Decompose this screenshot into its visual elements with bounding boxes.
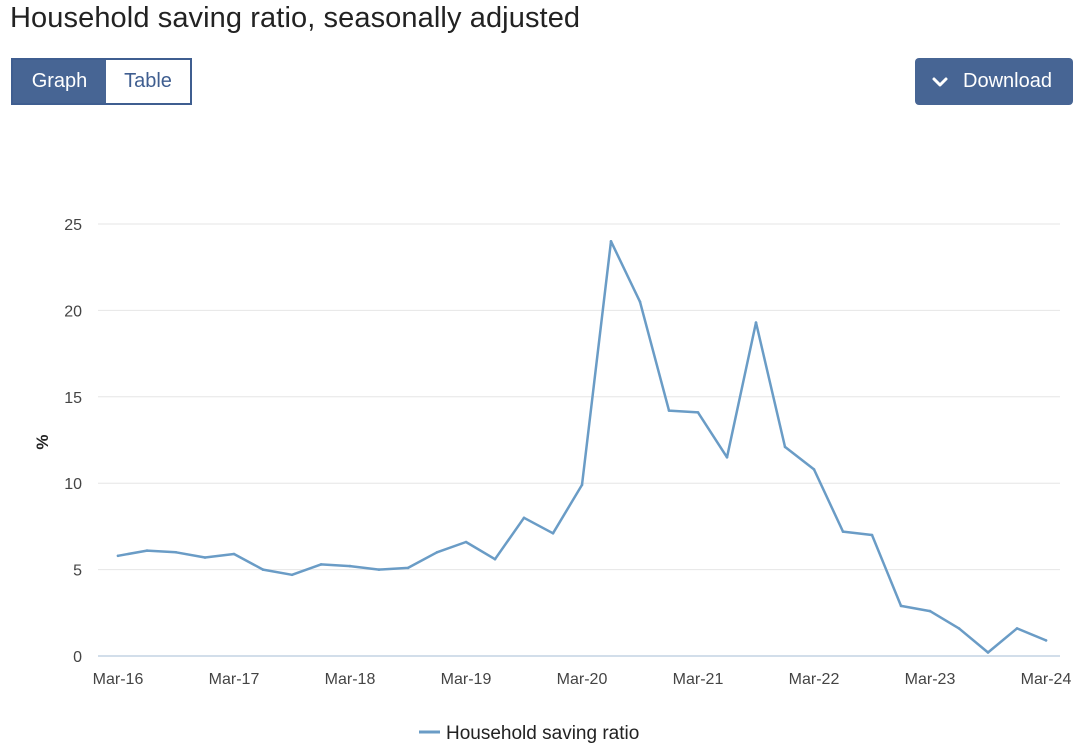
data-point [261,568,265,571]
data-point [377,568,381,571]
data-point [1044,639,1048,642]
data-point [754,321,758,324]
y-tick-label: 20 [64,303,82,320]
series-line [116,240,1048,654]
x-tick-label: Mar-22 [789,671,840,688]
y-tick-label: 5 [73,563,82,580]
view-toggle: Graph Table [11,58,192,105]
data-point [609,240,613,243]
x-tick-label: Mar-21 [673,671,724,688]
data-point [899,604,903,608]
data-point [928,609,932,613]
data-point [725,456,729,459]
legend-label: Household saving ratio [446,723,639,744]
x-tick-label: Mar-17 [209,671,260,688]
data-point [580,483,584,487]
data-point [232,552,236,556]
data-point [783,445,787,449]
data-point [551,532,555,535]
data-point [986,651,990,654]
data-point [348,564,352,568]
data-point [522,516,526,520]
data-point [841,530,845,533]
y-tick-label: 10 [64,476,82,493]
x-tick-label: Mar-18 [325,671,376,688]
chevron-down-icon [931,73,949,91]
download-label: Download [963,70,1052,92]
data-point [116,554,120,558]
data-point [435,551,439,554]
data-point [870,533,874,537]
graph-tab[interactable]: Graph [13,60,106,103]
data-point [696,411,700,414]
page-title: Household saving ratio, seasonally adjus… [10,2,581,34]
table-tab[interactable]: Table [106,60,190,103]
y-axis-label: % [33,434,52,449]
x-tick-label: Mar-24 [1021,671,1072,688]
x-tick-label: Mar-20 [557,671,608,688]
data-point [493,557,497,561]
data-point [667,409,671,412]
data-point [464,540,468,544]
y-tick-label: 25 [64,217,82,234]
data-point [290,573,294,577]
x-tick-label: Mar-19 [441,671,492,688]
x-tick-label: Mar-16 [93,671,144,688]
line-chart: 0 5 10 15 20 25 Mar-16 Mar-17 Mar-18 Mar-19 Mar-20… [33,217,1072,744]
data-point [1015,627,1019,630]
y-tick-label: 0 [73,649,82,666]
y-tick-label: 15 [64,390,82,407]
data-point [406,566,410,570]
data-point [319,563,323,566]
data-point [145,549,149,552]
data-point [174,551,178,554]
data-point [812,468,816,471]
x-tick-label: Mar-23 [905,671,956,688]
data-point [638,300,642,304]
data-point [203,556,207,559]
download-button[interactable]: Download [915,58,1073,105]
data-point [957,627,961,630]
